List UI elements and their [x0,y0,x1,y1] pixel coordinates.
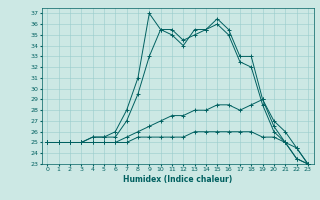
X-axis label: Humidex (Indice chaleur): Humidex (Indice chaleur) [123,175,232,184]
